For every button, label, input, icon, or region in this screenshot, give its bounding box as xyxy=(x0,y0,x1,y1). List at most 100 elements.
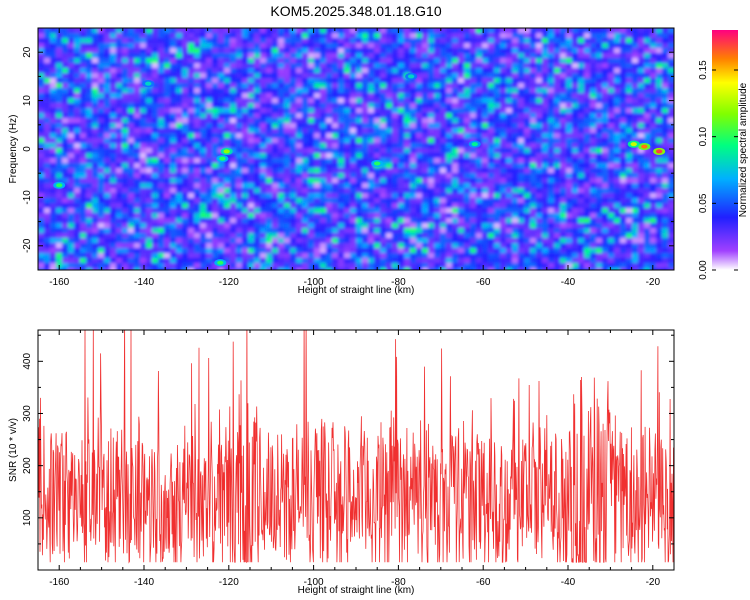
heatmap-cell xyxy=(410,48,417,54)
heatmap-cell xyxy=(146,133,153,139)
heatmap-cell xyxy=(620,98,627,104)
heatmap-cell xyxy=(104,188,111,194)
heatmap-cell xyxy=(320,243,327,249)
heatmap-cell xyxy=(506,48,513,54)
heatmap-cell xyxy=(476,193,483,199)
heatmap-cell xyxy=(74,63,81,69)
heatmap-cell xyxy=(296,133,303,139)
heatmap-cell xyxy=(128,48,135,54)
heatmap-cell xyxy=(56,108,63,114)
heatmap-cell xyxy=(644,38,651,44)
heatmap-cell xyxy=(248,253,255,259)
heatmap-cell xyxy=(662,188,669,194)
heatmap-cell xyxy=(170,173,177,179)
heatmap-cell xyxy=(530,183,537,189)
heatmap-cell xyxy=(128,68,135,74)
heatmap-cell xyxy=(662,203,669,209)
heatmap-cell xyxy=(50,188,57,194)
heatmap-cell xyxy=(596,233,603,239)
heatmap-cell xyxy=(272,133,279,139)
heatmap-cell xyxy=(104,153,111,159)
heatmap-cell xyxy=(260,108,267,114)
heatmap-cell xyxy=(158,113,165,119)
heatmap-cell xyxy=(404,43,411,49)
heatmap-cell xyxy=(38,263,45,269)
heatmap-cell xyxy=(218,63,225,69)
heatmap-cell xyxy=(620,173,627,179)
heatmap-cell xyxy=(386,78,393,84)
heatmap-cell xyxy=(62,43,69,49)
heatmap-cell xyxy=(74,173,81,179)
heatmap-cell xyxy=(554,208,561,214)
heatmap-cell xyxy=(56,48,63,54)
heatmap-cell xyxy=(410,113,417,119)
heatmap-cell xyxy=(206,113,213,119)
heatmap-cell xyxy=(524,138,531,144)
heatmap-cell xyxy=(452,93,459,99)
heatmap-cell xyxy=(584,163,591,169)
heatmap-cell xyxy=(506,218,513,224)
heatmap-cell xyxy=(632,133,639,139)
heatmap-cell xyxy=(464,128,471,134)
heatmap-cell xyxy=(530,133,537,139)
heatmap-cell xyxy=(350,48,357,54)
heatmap-cell xyxy=(428,148,435,154)
heatmap-cell xyxy=(344,213,351,219)
heatmap-cell xyxy=(338,178,345,184)
heatmap-cell xyxy=(638,223,645,229)
heatmap-cell xyxy=(188,43,195,49)
heatmap-cell xyxy=(578,188,585,194)
heatmap-cell xyxy=(398,143,405,149)
heatmap-cell xyxy=(404,228,411,234)
heatmap-cell xyxy=(590,118,597,124)
heatmap-cell xyxy=(632,203,639,209)
heatmap-cell xyxy=(284,128,291,134)
heatmap-cell xyxy=(572,58,579,64)
heatmap-cell xyxy=(524,48,531,54)
heatmap-cell xyxy=(326,158,333,164)
heatmap-cell xyxy=(422,28,429,34)
heatmap-cell xyxy=(494,258,501,264)
heatmap-cell xyxy=(488,43,495,49)
heatmap-cell xyxy=(500,228,507,234)
heatmap-cell xyxy=(272,143,279,149)
heatmap-cell xyxy=(518,78,525,84)
heatmap-cell xyxy=(296,78,303,84)
heatmap-cell xyxy=(38,43,45,49)
heatmap-cell xyxy=(158,248,165,254)
heatmap-cell xyxy=(338,143,345,149)
heatmap-cell xyxy=(266,93,273,99)
heatmap-cell xyxy=(80,258,87,264)
heatmap-cell xyxy=(158,243,165,249)
heatmap-cell xyxy=(44,133,51,139)
heatmap-cell xyxy=(92,248,99,254)
heatmap-cell xyxy=(524,118,531,124)
heatmap-cell xyxy=(566,58,573,64)
heatmap-cell xyxy=(98,63,105,69)
heatmap-cell xyxy=(332,33,339,39)
heatmap-cell xyxy=(440,218,447,224)
heatmap-cell xyxy=(278,133,285,139)
heatmap-cell xyxy=(512,128,519,134)
heatmap-cell xyxy=(602,233,609,239)
heatmap-cell xyxy=(332,103,339,109)
heatmap-cell xyxy=(476,68,483,74)
heatmap-cell xyxy=(296,253,303,259)
heatmap-cell xyxy=(116,43,123,49)
heatmap-cell xyxy=(368,258,375,264)
heatmap-cell xyxy=(440,113,447,119)
heatmap-cell xyxy=(134,53,141,59)
heatmap-cell xyxy=(38,173,45,179)
heatmap-cell xyxy=(110,43,117,49)
heatmap-cell xyxy=(440,78,447,84)
heatmap-cell xyxy=(152,213,159,219)
heatmap-cell xyxy=(326,53,333,59)
heatmap-cell xyxy=(380,188,387,194)
heatmap-cell xyxy=(68,208,75,214)
heatmap-cell xyxy=(488,28,495,34)
heatmap-cell xyxy=(542,248,549,254)
heatmap-cell xyxy=(44,103,51,109)
heatmap-cell xyxy=(602,153,609,159)
heatmap-cell xyxy=(398,213,405,219)
heatmap-cell xyxy=(452,173,459,179)
